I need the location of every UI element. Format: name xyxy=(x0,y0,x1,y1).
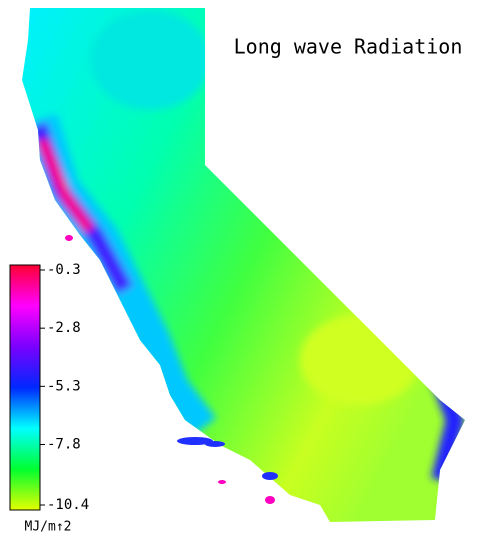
colorbar-ramp xyxy=(9,264,41,511)
map-title: Long wave Radiation xyxy=(234,35,463,59)
colorbar-tick-label: -7.8 xyxy=(47,437,81,453)
colorbar-tick-label: -5.3 xyxy=(47,378,81,394)
colorbar-unit: MJ/m↑2 xyxy=(25,520,72,535)
colorbar: -0.3 -2.8 -5.3 -7.8 -10.4 xyxy=(9,262,89,513)
colorbar-tick-label: -0.3 xyxy=(47,262,81,278)
colorbar-tick-label: -10.4 xyxy=(47,497,89,513)
colorbar-tick-label: -2.8 xyxy=(47,320,81,336)
california-map xyxy=(22,8,465,522)
